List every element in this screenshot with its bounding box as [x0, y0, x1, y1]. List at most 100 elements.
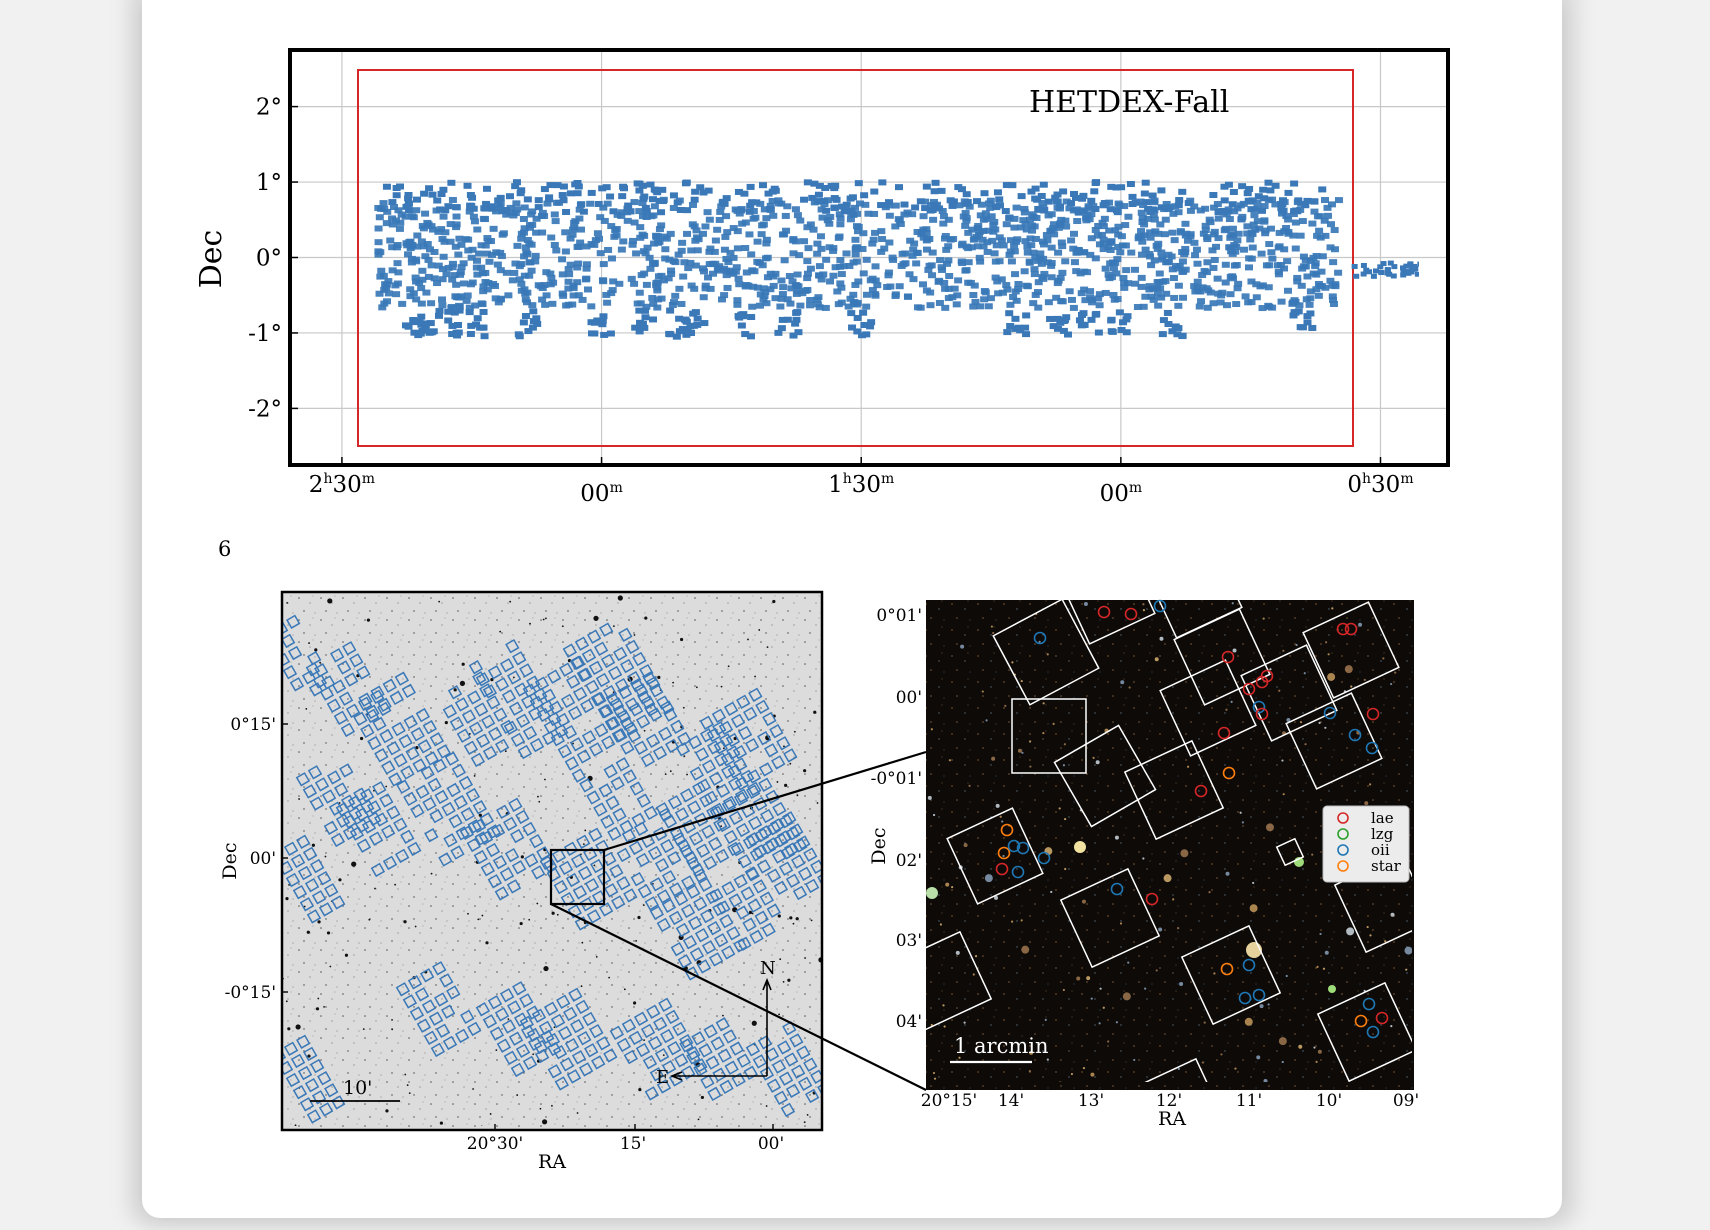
shot-marker [753, 258, 762, 265]
shot-marker [1291, 245, 1300, 252]
shot-marker [1226, 291, 1235, 298]
shot-square [531, 865, 546, 880]
source-oii [1011, 865, 1025, 879]
shot-marker [606, 330, 615, 337]
shot-marker [680, 259, 689, 266]
shot-square [323, 820, 339, 835]
shot-marker [1232, 301, 1241, 308]
shot-marker [1191, 288, 1200, 295]
shot-marker [698, 265, 707, 272]
shot-marker [652, 232, 661, 239]
right-scale-bar: 1 arcmin [950, 1034, 1049, 1064]
shot-marker [1258, 282, 1267, 289]
shot-marker [465, 309, 474, 316]
star-dot [751, 912, 754, 915]
shot-marker [1149, 296, 1158, 303]
shot-square [679, 1038, 694, 1053]
shot-square [660, 700, 675, 715]
shot-marker [803, 258, 812, 265]
ifu-box [1240, 644, 1338, 742]
shot-marker [763, 254, 772, 261]
shot-square [578, 1062, 594, 1077]
galaxy-dot [1394, 671, 1397, 674]
shot-square [727, 841, 742, 857]
shot-marker [541, 301, 550, 308]
shot-marker [534, 204, 543, 211]
shot-square [412, 758, 427, 773]
shot-marker [1253, 205, 1262, 212]
shot-marker [465, 208, 474, 215]
star-dot [317, 997, 320, 1000]
galaxy-dot [1070, 1072, 1074, 1076]
star-dot [697, 1118, 700, 1121]
shot-marker [924, 266, 933, 273]
shot-square [804, 1088, 820, 1104]
shot-block [699, 687, 798, 791]
galaxy-dot [1029, 1050, 1034, 1055]
right-x-tick-label: 10' [1316, 1091, 1342, 1111]
shot-marker [455, 307, 464, 314]
shot-marker [983, 248, 992, 255]
shot-marker [976, 228, 985, 235]
shot-square [427, 777, 442, 793]
ifu-box [1316, 981, 1412, 1082]
shot-marker [623, 205, 632, 212]
galaxy-dot [1350, 685, 1353, 688]
shot-square [660, 838, 675, 854]
shot-marker [1245, 264, 1254, 271]
star-dot [499, 630, 502, 633]
shot-marker [419, 243, 428, 250]
galaxy-dot [990, 625, 993, 628]
shot-square [379, 793, 394, 808]
shot-marker [671, 292, 680, 299]
star-dot [664, 773, 667, 776]
shot-marker [1044, 198, 1053, 205]
shot-marker [859, 309, 868, 316]
star-dot [490, 678, 494, 682]
shot-square [512, 651, 527, 666]
shot-square [708, 771, 724, 786]
shot-square [496, 804, 511, 819]
shot-square [588, 660, 604, 676]
shot-marker [607, 290, 616, 297]
shot-marker [1234, 230, 1243, 237]
shot-marker [1169, 210, 1178, 217]
shot-marker [1010, 215, 1019, 222]
shot-marker [662, 235, 671, 242]
shot-marker [1198, 284, 1207, 291]
shot-marker [926, 302, 935, 309]
shot-marker [479, 215, 488, 222]
shot-square [796, 835, 811, 850]
source-oii [1252, 988, 1266, 1002]
source-oii [1238, 991, 1252, 1005]
shot-marker [1022, 226, 1031, 233]
star-dot [504, 750, 507, 753]
star-dot [765, 1105, 768, 1107]
shot-marker [1056, 319, 1065, 326]
shot-marker [617, 209, 626, 216]
shot-marker [573, 180, 582, 187]
shot-marker [517, 261, 526, 268]
shot-marker [973, 198, 982, 205]
shot-marker [538, 296, 547, 303]
shot-marker [806, 265, 815, 272]
shot-marker [404, 251, 413, 258]
shot-square [331, 679, 347, 694]
shot-square [612, 807, 627, 822]
shot-square [728, 893, 743, 908]
shot-marker [822, 256, 831, 263]
shot-marker [1258, 305, 1267, 312]
galaxy-dot [958, 1056, 961, 1059]
shot-square [468, 659, 484, 675]
shot-marker [682, 331, 691, 338]
shot-square [783, 1052, 799, 1067]
shot-marker [1301, 202, 1310, 209]
shot-marker [599, 204, 608, 211]
shot-marker [693, 247, 702, 254]
shot-marker [716, 208, 725, 215]
shot-marker [1213, 275, 1222, 282]
shot-marker [758, 182, 767, 189]
shot-block [522, 655, 635, 783]
shot-square [487, 874, 503, 889]
galaxy-dot [1086, 976, 1091, 981]
